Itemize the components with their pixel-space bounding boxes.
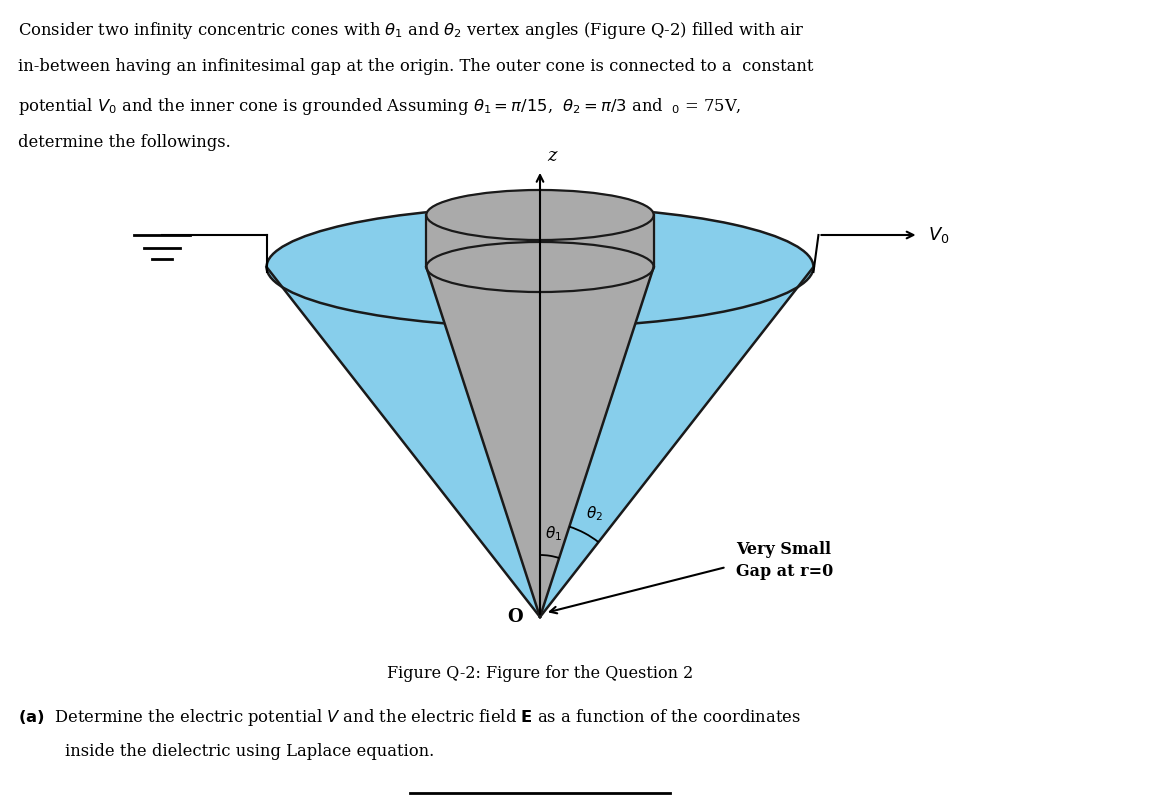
Text: Very Small: Very Small: [736, 541, 831, 558]
Text: potential $V_0$ and the inner cone is grounded Assuming $\theta_1 = \pi/15$,  $\: potential $V_0$ and the inner cone is gr…: [18, 96, 741, 117]
Text: determine the followings.: determine the followings.: [18, 134, 231, 151]
Text: O: O: [507, 608, 523, 626]
Text: Figure Q-2: Figure for the Question 2: Figure Q-2: Figure for the Question 2: [387, 666, 694, 683]
Ellipse shape: [427, 242, 654, 292]
Polygon shape: [427, 267, 654, 617]
Text: $V_0$: $V_0$: [928, 225, 950, 245]
Text: inside the dielectric using Laplace equation.: inside the dielectric using Laplace equa…: [65, 743, 435, 760]
Text: Consider two infinity concentric cones with $\theta_1$ and $\theta_2$ vertex ang: Consider two infinity concentric cones w…: [18, 20, 805, 41]
Text: $\mathbf{(a)}$  Determine the electric potential $V$ and the electric field $\ma: $\mathbf{(a)}$ Determine the electric po…: [18, 707, 801, 728]
Text: Gap at r=0: Gap at r=0: [736, 564, 833, 581]
Ellipse shape: [427, 190, 654, 240]
Text: $\theta_2$: $\theta_2$: [586, 504, 603, 523]
Polygon shape: [267, 267, 814, 617]
Text: in-between having an infinitesimal gap at the origin. The outer cone is connecte: in-between having an infinitesimal gap a…: [18, 58, 814, 75]
Ellipse shape: [267, 207, 814, 327]
Text: z: z: [547, 147, 556, 165]
Polygon shape: [427, 215, 654, 267]
Text: $\theta_1$: $\theta_1$: [544, 525, 562, 544]
